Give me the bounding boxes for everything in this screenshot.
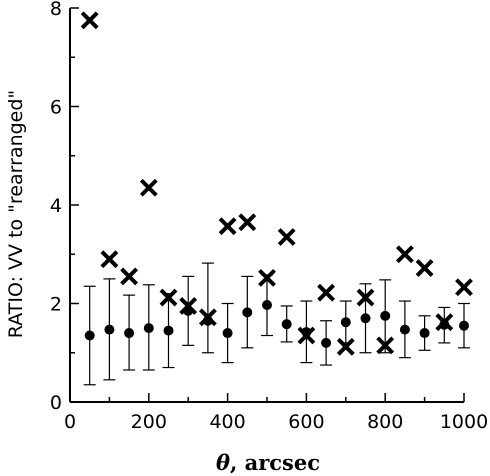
- data-point-cross: [120, 267, 139, 286]
- data-point-circle: [419, 328, 430, 339]
- data-point-circle: [222, 328, 233, 339]
- data-point-cross: [139, 178, 158, 197]
- x-tick-label: 800: [367, 411, 403, 433]
- data-point-cross: [376, 336, 395, 355]
- data-point-cross: [356, 288, 375, 307]
- data-point-cross: [100, 250, 119, 269]
- data-point-circle: [84, 330, 95, 341]
- data-point-cross: [198, 308, 217, 327]
- x-tick-label: 200: [131, 411, 167, 433]
- data-point-cross: [218, 217, 237, 236]
- y-axis-label: RATIO: VV to "rearranged": [5, 90, 27, 338]
- data-point-cross: [435, 313, 454, 332]
- data-point-cross: [415, 259, 434, 277]
- data-point-circle: [321, 337, 332, 348]
- x-axis-label-symbol: θ: [216, 450, 230, 475]
- data-point-circle: [380, 310, 391, 321]
- x-tick-label: 0: [64, 411, 76, 433]
- data-point-cross: [258, 268, 276, 287]
- data-point-circle: [143, 323, 154, 334]
- data-point-cross: [179, 297, 198, 315]
- data-point-cross: [159, 288, 178, 307]
- data-point-cross: [455, 278, 473, 297]
- tick-label-group: 0 200 400 600 800 1000 0 2 4 6 8: [50, 0, 488, 433]
- y-tick-label: 4: [50, 195, 62, 217]
- x-tick-label: 400: [209, 411, 245, 433]
- data-point-circle: [124, 328, 135, 339]
- data-point-circle: [459, 320, 469, 331]
- y-tick-label: 0: [50, 392, 62, 414]
- data-point-circle: [163, 325, 174, 336]
- data-point-cross: [80, 11, 99, 30]
- x-tick-label: 1000: [440, 411, 488, 433]
- axes-group: [69, 7, 465, 403]
- y-tick-label: 6: [50, 97, 62, 119]
- data-point-cross: [317, 283, 336, 302]
- data-point-circle: [399, 324, 410, 335]
- x-tick-label: 600: [288, 411, 324, 433]
- x-axis-label: θ, arcsec: [216, 450, 320, 475]
- data-point-cross: [277, 228, 296, 246]
- y-tick-label: 8: [50, 0, 62, 20]
- y-tick-label: 2: [50, 294, 62, 316]
- x-axis-label-units: , arcsec: [230, 450, 320, 475]
- data-point-circle: [242, 307, 253, 318]
- data-point-cross: [238, 213, 257, 232]
- data-point-circle: [281, 319, 292, 330]
- data-point-circle: [104, 324, 115, 335]
- data-point-circle: [262, 299, 272, 310]
- errorbar-group: [83, 262, 470, 386]
- data-point-cross: [297, 326, 316, 345]
- data-point-circle: [340, 317, 351, 328]
- marker-group: [80, 11, 473, 356]
- data-point-circle: [360, 313, 371, 324]
- data-point-cross: [395, 245, 414, 264]
- data-point-cross: [336, 337, 355, 356]
